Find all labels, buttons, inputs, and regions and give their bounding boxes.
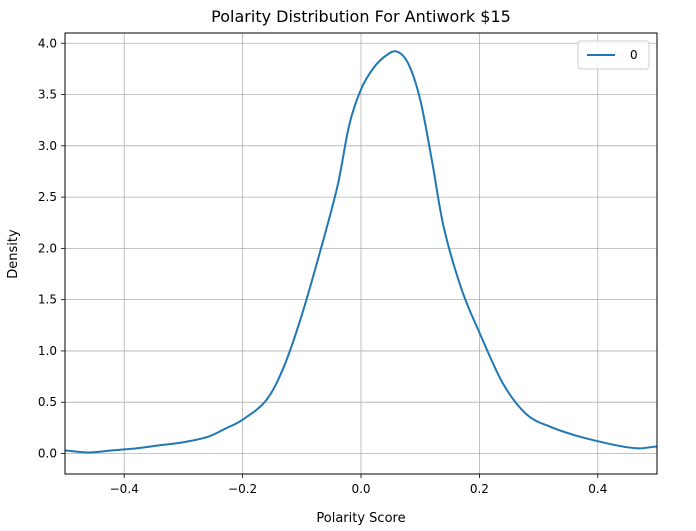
x-tick-label: −0.4	[110, 482, 139, 496]
y-tick-label: 3.5	[38, 88, 57, 102]
x-axis-label: Polarity Score	[316, 511, 405, 526]
y-axis: 0.0 0.5 1.0 1.5 2.0 2.5 3.0 3.5 4.0	[38, 36, 65, 460]
series-layer	[64, 50, 658, 454]
x-tick-label: −0.2	[228, 482, 257, 496]
density-line-series-0	[64, 50, 658, 454]
y-tick-label: 4.0	[38, 36, 57, 50]
y-tick-label: 1.0	[38, 344, 57, 358]
legend: 0	[577, 40, 650, 70]
chart-title: Polarity Distribution For Antiwork $15	[211, 7, 511, 26]
x-axis: −0.4 −0.2 0.0 0.2 0.4	[110, 474, 607, 496]
y-tick-label: 2.5	[38, 190, 57, 204]
x-tick-label: 0.4	[588, 482, 607, 496]
y-tick-label: 3.0	[38, 139, 57, 153]
grid-layer	[65, 33, 657, 474]
y-tick-label: 1.5	[38, 293, 57, 307]
y-tick-label: 2.0	[38, 241, 57, 255]
x-tick-label: 0.0	[351, 482, 370, 496]
y-tick-label: 0.5	[38, 395, 57, 409]
y-axis-label: Density	[6, 229, 21, 279]
x-tick-label: 0.2	[470, 482, 489, 496]
legend-label: 0	[630, 48, 638, 62]
y-tick-label: 0.0	[38, 446, 57, 460]
